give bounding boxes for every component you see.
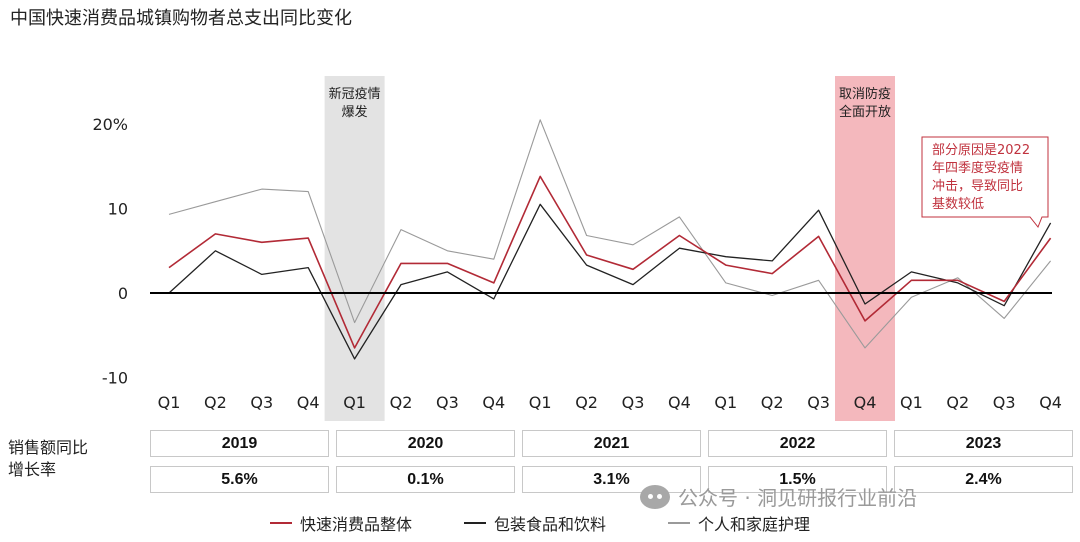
- x-tick-label: Q3: [622, 393, 645, 412]
- legend-item: 包装食品和饮料: [464, 512, 606, 534]
- x-tick-label: Q4: [1039, 393, 1062, 412]
- x-tick-label: Q1: [529, 393, 552, 412]
- x-tick-label: Q4: [297, 393, 320, 412]
- y-tick-label: 0: [118, 284, 128, 303]
- watermark-text: 公众号 · 洞见研报行业前沿: [678, 486, 918, 510]
- legend-swatch: [464, 522, 486, 524]
- annotation-text: 冲击，导致同比: [932, 179, 1023, 194]
- y-axis: -10 0 10 20%: [92, 115, 128, 388]
- table-row-label-2: 增长率: [8, 460, 57, 479]
- x-tick-label: Q3: [993, 393, 1016, 412]
- annotation-callout: [921, 136, 1049, 228]
- x-tick-label: Q3: [436, 393, 459, 412]
- y-tick-label: -10: [102, 369, 128, 388]
- year-cell: 2023: [894, 430, 1073, 457]
- x-tick-label: Q4: [854, 393, 877, 412]
- year-cell: 2022: [708, 430, 887, 457]
- x-tick-label: Q2: [575, 393, 598, 412]
- growth-cell: 1.5%: [708, 466, 887, 493]
- legend-item: 个人和家庭护理: [668, 512, 810, 534]
- year-cell: 2021: [522, 430, 701, 457]
- y-tick-label: 10: [108, 200, 128, 219]
- shaded-region-label: 爆发: [342, 104, 368, 120]
- series-line-0: [168, 175, 1052, 349]
- growth-cell: 2.4%: [894, 466, 1073, 493]
- legend-label: 快速消费品整体: [300, 515, 413, 534]
- x-axis-labels: Q1 Q2 Q3 Q4 Q1 Q2 Q3 Q4 Q1 Q2 Q3 Q4 Q1 Q2 Q3 Q4 Q1 Q2 Q3 Q4: [158, 393, 1062, 412]
- annotation-text: 部分原因是2022: [932, 143, 1030, 158]
- series-line-2: [168, 119, 1052, 349]
- shaded-region-label: 全面开放: [839, 104, 891, 120]
- x-tick-label: Q3: [807, 393, 830, 412]
- table-row-label-1: 销售额同比: [8, 438, 89, 457]
- wechat-icon: [640, 484, 670, 509]
- y-tick-label: 20%: [92, 115, 128, 134]
- legend-swatch: [270, 522, 292, 524]
- growth-cell: 3.1%: [522, 466, 701, 493]
- x-tick-label: Q2: [946, 393, 969, 412]
- year-cell: 2019: [150, 430, 329, 457]
- series-line-1: [168, 203, 1052, 360]
- x-tick-label: Q2: [390, 393, 413, 412]
- shaded-region-1: [835, 76, 895, 421]
- growth-cell: 5.6%: [150, 466, 329, 493]
- shaded-region-label: 新冠疫情: [329, 86, 381, 102]
- x-tick-label: Q3: [250, 393, 273, 412]
- series-lines: [150, 119, 1052, 360]
- shaded-region-0: [324, 76, 385, 421]
- x-tick-label: Q1: [900, 393, 923, 412]
- x-tick-label: Q2: [204, 393, 227, 412]
- legend-swatch: [668, 522, 690, 524]
- legend-label: 个人和家庭护理: [698, 515, 811, 534]
- legend-item: 快速消费品整体: [270, 512, 412, 534]
- x-tick-label: Q4: [668, 393, 691, 412]
- x-tick-label: Q1: [343, 393, 366, 412]
- annotation-text: 基数较低: [932, 197, 984, 212]
- legend-label: 包装食品和饮料: [494, 515, 607, 534]
- x-tick-label: Q2: [761, 393, 784, 412]
- chart-title: 中国快速消费品城镇购物者总支出同比变化: [10, 8, 352, 29]
- annotation-text: 年四季度受疫情: [932, 160, 1023, 176]
- watermark: 公众号 · 洞见研报行业前沿: [640, 482, 917, 511]
- x-tick-label: Q4: [482, 393, 505, 412]
- x-tick-label: Q1: [714, 393, 737, 412]
- year-cell: 2020: [336, 430, 515, 457]
- growth-cell: 0.1%: [336, 466, 515, 493]
- x-tick-label: Q1: [158, 393, 181, 412]
- shaded-region-label: 取消防疫: [839, 86, 891, 102]
